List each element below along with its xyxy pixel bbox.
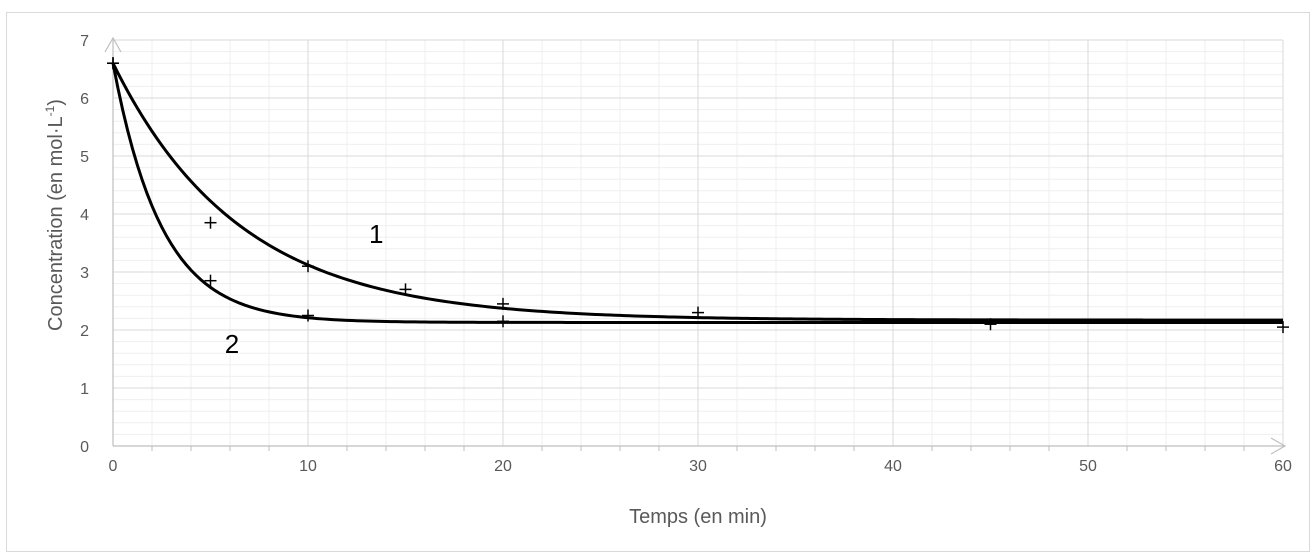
y-axis-title: Concentration (en mol·L-1) bbox=[43, 99, 67, 331]
x-tick-label: 30 bbox=[689, 458, 707, 475]
data-point-series-2 bbox=[107, 57, 119, 70]
y-tick-label: 4 bbox=[80, 207, 89, 224]
x-tick-label: 40 bbox=[884, 458, 902, 475]
data-point-series-2 bbox=[302, 309, 314, 322]
x-axis-arrow bbox=[1270, 437, 1287, 455]
curve-labels: 12 bbox=[225, 219, 384, 359]
data-point-series-2 bbox=[497, 315, 509, 328]
y-tick-label: 6 bbox=[80, 91, 89, 108]
x-tick-label: 20 bbox=[494, 458, 512, 475]
y-axis-title-superscript: -1 bbox=[43, 105, 57, 116]
data-point-series-1 bbox=[204, 216, 217, 229]
major-grid bbox=[113, 39, 1284, 446]
curve-label-1: 1 bbox=[369, 219, 383, 249]
axes bbox=[104, 36, 1287, 455]
data-point-series-1 bbox=[692, 306, 704, 319]
data-point-series-2 bbox=[1277, 321, 1289, 334]
x-axis-title: Temps (en min) bbox=[629, 506, 767, 528]
x-tick-label: 60 bbox=[1274, 458, 1292, 475]
y-axis-title-main: Concentration (en mol·L bbox=[45, 116, 67, 331]
chart-frame bbox=[6, 12, 1310, 552]
data-point-series-1 bbox=[497, 297, 509, 310]
data-point-series-2 bbox=[984, 318, 997, 331]
y-tick-label: 7 bbox=[80, 33, 89, 50]
data-point-series-2 bbox=[204, 274, 217, 287]
data-markers bbox=[107, 57, 1289, 334]
y-tick-label: 2 bbox=[80, 323, 89, 340]
x-tick-label: 0 bbox=[109, 458, 118, 475]
data-point-series-1 bbox=[302, 260, 314, 273]
y-tick-label: 1 bbox=[80, 381, 89, 398]
data-point-series-1 bbox=[399, 283, 412, 296]
x-tick-label: 10 bbox=[299, 458, 317, 475]
y-axis-arrow bbox=[104, 36, 122, 53]
y-axis-title-close: ) bbox=[45, 99, 67, 106]
x-tick-label: 50 bbox=[1079, 458, 1097, 475]
curve-label-2: 2 bbox=[225, 329, 239, 359]
y-tick-label: 0 bbox=[80, 439, 89, 456]
y-tick-label: 5 bbox=[80, 149, 89, 166]
y-tick-label: 3 bbox=[80, 265, 89, 282]
